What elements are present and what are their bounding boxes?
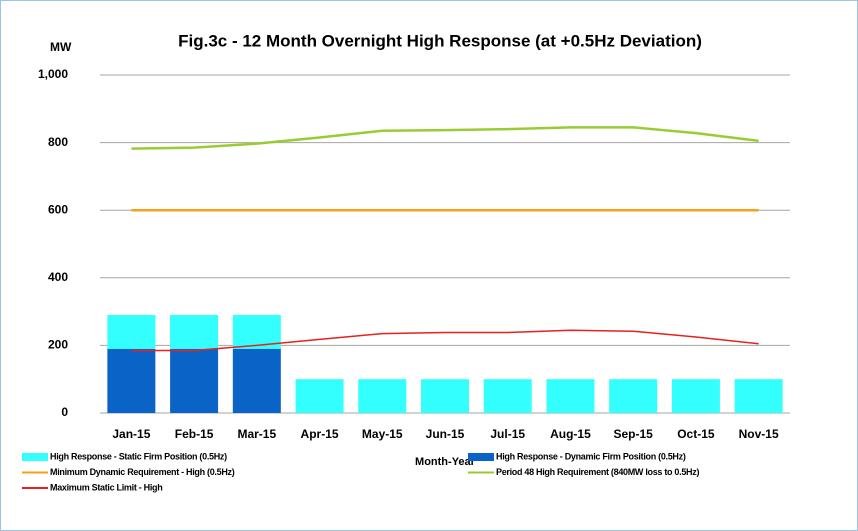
- y-axis-label: MW: [50, 40, 72, 54]
- bar: [170, 348, 219, 413]
- bar: [107, 314, 156, 349]
- bar: [734, 379, 783, 413]
- x-tick-label: Apr-15: [301, 427, 339, 441]
- legend-label: Minimum Dynamic Requirement - High (0.5H…: [50, 467, 235, 477]
- x-tick-label: Sep-15: [614, 427, 654, 441]
- x-tick-label: Jan-15: [112, 427, 150, 441]
- legend-label: Period 48 High Requirement (840MW loss t…: [496, 467, 699, 477]
- legend-label: High Response - Dynamic Firm Position (0…: [496, 451, 686, 461]
- legend-swatch: [468, 453, 494, 461]
- bar: [483, 379, 532, 413]
- x-tick-label: Jun-15: [426, 427, 465, 441]
- bar: [358, 379, 407, 413]
- legend-label: Maximum Static Limit - High: [50, 482, 162, 492]
- y-tick-label: 200: [48, 338, 68, 352]
- bar: [421, 379, 469, 413]
- x-tick-label: Aug-15: [550, 427, 591, 441]
- bar: [232, 348, 281, 413]
- bar: [295, 379, 344, 413]
- y-tick-label: 400: [48, 270, 68, 284]
- x-tick-label: Mar-15: [237, 427, 276, 441]
- bar: [546, 379, 595, 413]
- x-tick-label: Nov-15: [739, 427, 779, 441]
- bar: [609, 379, 658, 413]
- chart-title: Fig.3c - 12 Month Overnight High Respons…: [178, 31, 702, 50]
- x-tick-label: Jul-15: [490, 427, 525, 441]
- bar: [107, 348, 156, 413]
- legend-label: High Response - Static Firm Position (0.…: [50, 451, 227, 461]
- y-tick-label: 1,000: [38, 67, 68, 81]
- legend-swatch: [22, 453, 48, 461]
- y-tick-label: 800: [48, 135, 68, 149]
- x-tick-label: Feb-15: [175, 427, 214, 441]
- x-tick-label: Oct-15: [677, 427, 715, 441]
- y-tick-label: 600: [48, 202, 68, 216]
- x-axis-label: Month-Year: [415, 456, 476, 468]
- y-tick-label: 0: [61, 405, 68, 419]
- x-tick-label: May-15: [362, 427, 403, 441]
- line-series: [131, 126, 759, 150]
- line-series: [131, 329, 759, 352]
- bar: [671, 379, 720, 413]
- bar: [170, 314, 219, 349]
